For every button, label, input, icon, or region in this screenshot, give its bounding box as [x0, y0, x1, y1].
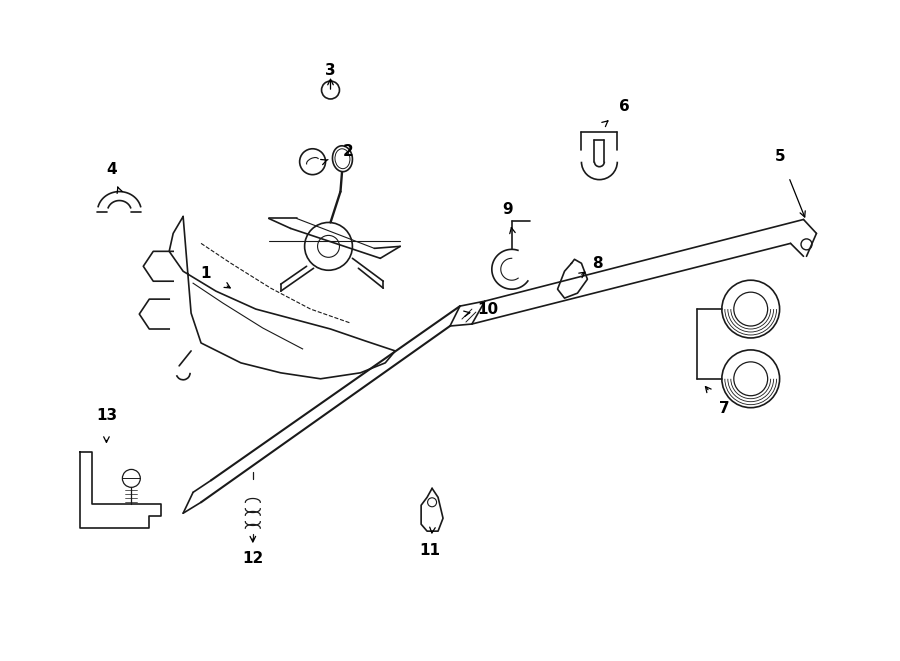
Text: 9: 9 — [502, 202, 513, 217]
Ellipse shape — [332, 146, 353, 172]
Text: 10: 10 — [477, 301, 499, 317]
Text: 12: 12 — [242, 551, 264, 566]
Text: 1: 1 — [201, 266, 212, 281]
Text: 3: 3 — [325, 63, 336, 77]
Text: 5: 5 — [775, 149, 786, 164]
Text: 8: 8 — [592, 256, 603, 271]
Text: 13: 13 — [96, 408, 117, 423]
Text: 7: 7 — [718, 401, 729, 416]
Text: 6: 6 — [619, 99, 630, 114]
Text: 11: 11 — [419, 543, 441, 558]
Text: 2: 2 — [343, 144, 354, 159]
Text: 4: 4 — [106, 162, 117, 177]
Ellipse shape — [335, 149, 350, 169]
